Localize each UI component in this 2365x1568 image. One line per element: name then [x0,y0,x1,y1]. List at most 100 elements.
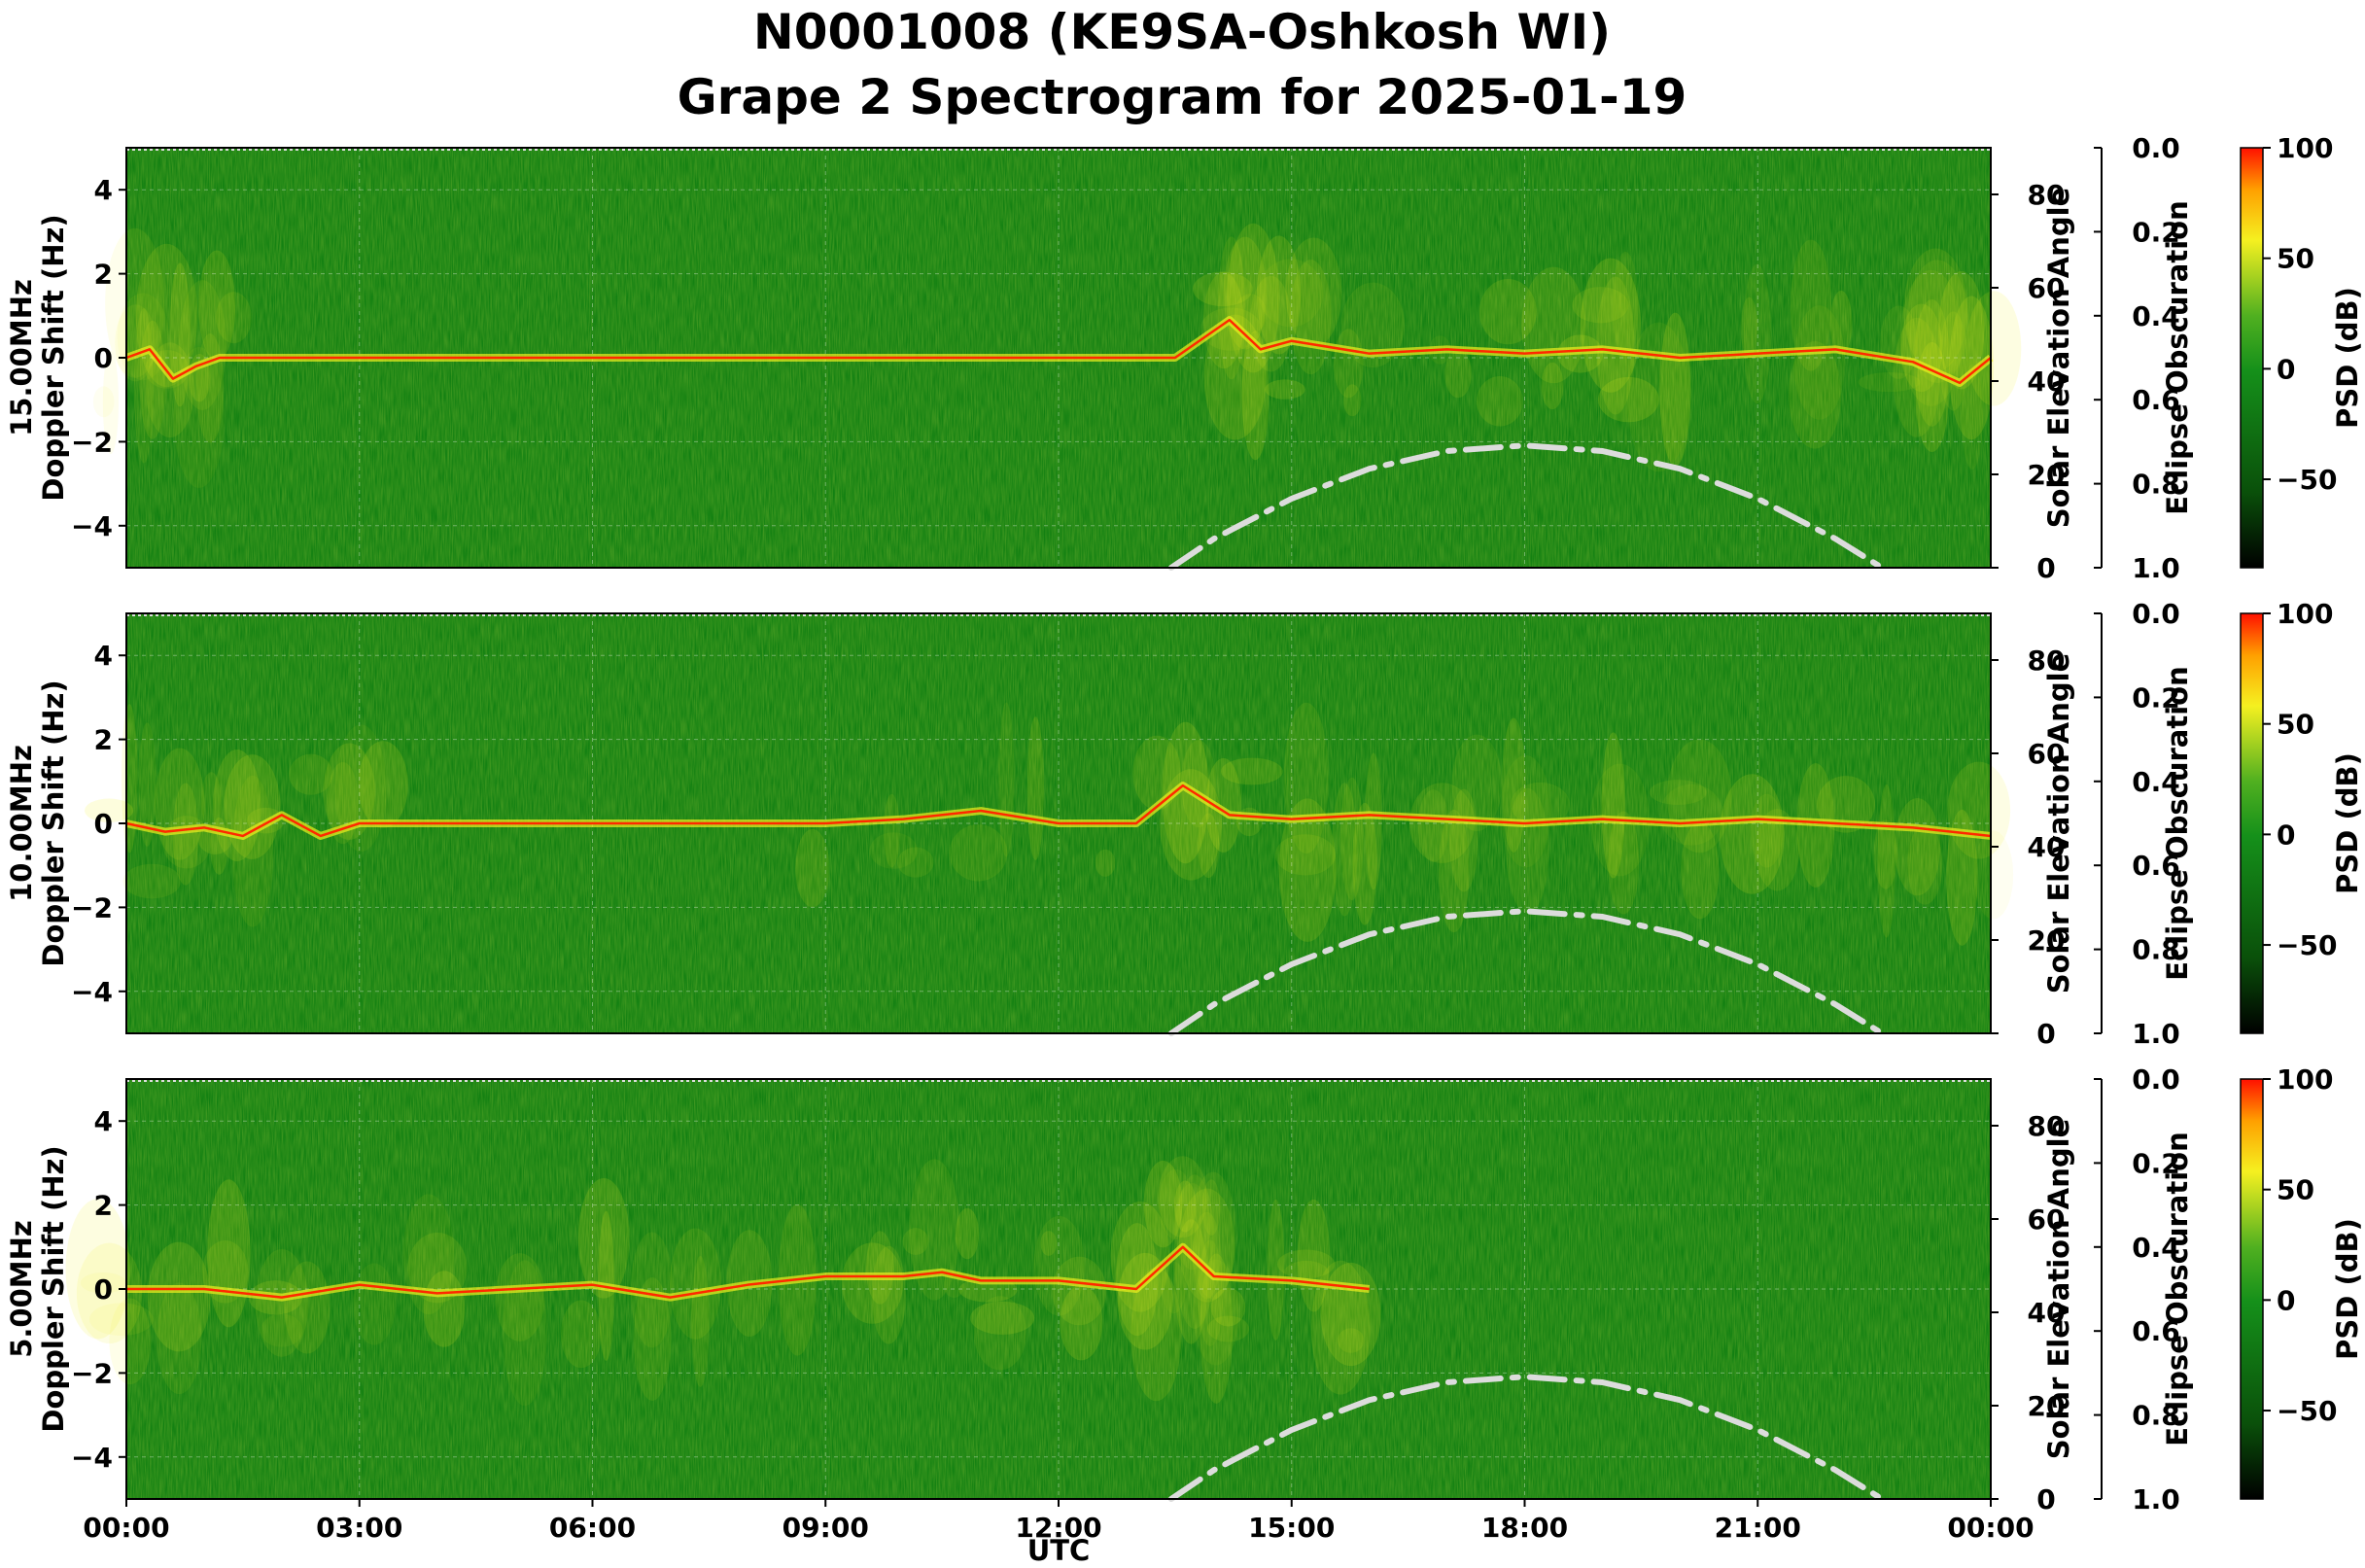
activity-blob [795,828,830,908]
activity-blob [402,1194,455,1315]
activity-blob [1572,287,1629,324]
activity-blob [1033,1215,1085,1316]
colorbar-tick-label: 0 [2277,353,2295,385]
activity-blob [897,847,934,878]
y-tick-label: −4 [71,1442,113,1474]
activity-blob [1740,296,1758,358]
y-tick-label: −2 [71,1357,113,1389]
frequency-label: 5.00MHz [5,1220,38,1358]
activity-blob [1755,809,1799,891]
activity-blob [1894,798,1941,896]
activity-blob [1160,769,1222,881]
activity-blob [289,753,333,795]
activity-blob [1221,757,1283,785]
activity-blob [1052,1256,1107,1326]
colorbar-tick-label: 50 [2277,709,2314,741]
y-axis-label: Doppler Shift (Hz) [37,214,70,501]
activity-blob [1659,312,1691,467]
activity-blob [172,783,199,886]
activity-blob [1179,1188,1235,1303]
elevation-tick-label: 40 [2028,366,2066,398]
x-tick-label: 06:00 [549,1512,636,1544]
elevation-tick-label: 20 [2028,459,2066,491]
y-tick-label: −2 [71,426,113,458]
activity-blob [1965,291,2022,406]
activity-blob [1158,1156,1207,1238]
activity-blob [1893,317,1941,437]
activity-blob [178,280,226,410]
x-tick-label: 00:00 [1947,1512,2034,1544]
activity-blob [1332,783,1358,917]
x-tick-label: 09:00 [783,1512,869,1544]
activity-blob [1790,239,1831,371]
activity-blob [902,1228,929,1255]
spectrogram-panel: 420−2−410.00MHz Doppler Shift (Hz)0204060… [5,598,2364,1050]
activity-blob [122,704,138,854]
y-tick-label: −4 [71,510,113,542]
eclipse-tick-label: 0.2 [2132,216,2180,248]
chart-title-line2: Grape 2 Spectrogram for 2025-01-19 [678,69,1687,125]
activity-blob [1409,783,1476,863]
activity-blob [1541,362,1564,410]
activity-blob [1193,1259,1239,1366]
activity-blob [65,1199,130,1340]
activity-blob [85,798,134,822]
activity-blob [1608,811,1640,915]
x-tick-label: 15:00 [1248,1512,1335,1544]
elevation-tick-label: 40 [2028,1297,2066,1329]
elevation-tick-label: 80 [2028,1110,2066,1142]
activity-blob [1210,1287,1246,1327]
colorbar [2240,1078,2264,1500]
y-tick-label: 2 [94,724,113,756]
activity-blob [1310,1260,1371,1395]
activity-blob [1241,331,1269,461]
eclipse-tick-label: 0.2 [2132,1147,2180,1179]
spectrogram-panel: 420−2−45.00MHz Doppler Shift (Hz)02040608… [5,1063,2364,1516]
y-tick-label: 4 [94,1105,113,1137]
activity-blob [1227,223,1280,373]
activity-blob [1626,322,1690,472]
activity-blob [970,1301,1035,1335]
activity-blob [147,1241,211,1352]
colorbar-tick-label: −50 [2277,464,2337,496]
activity-blob [1173,1174,1216,1330]
colorbar-tick-label: 100 [2277,132,2333,164]
x-tick-label: 00:00 [83,1512,169,1544]
elevation-axis-label: Solar Elevation Angle [2042,653,2075,994]
elevation-tick-label: 80 [2028,179,2066,211]
eclipse-tick-label: 0.2 [2132,681,2180,714]
y-tick-label: −2 [71,891,113,923]
activity-blob [1132,735,1182,811]
noise-texture [126,1079,1991,1499]
activity-blob [1265,379,1305,400]
activity-blob [198,250,236,362]
activity-blob [841,1242,904,1324]
activity-blob [1511,782,1570,827]
y-tick-label: 2 [94,259,113,291]
activity-blob [1417,789,1449,862]
activity-blob [1973,830,2014,920]
x-tick-label: 21:00 [1715,1512,1801,1544]
activity-blob [997,702,1015,857]
activity-blob [503,1260,547,1407]
activity-blob [173,346,225,488]
carrier-trace [125,318,1992,385]
activity-blob [155,748,205,860]
eclipse-tick-label: 0.0 [2132,1063,2180,1096]
y-tick-label: −4 [71,976,113,1008]
elevation-tick-label: 20 [2028,924,2066,957]
elevation-tick-label: 60 [2028,1203,2066,1236]
activity-blob [88,1303,154,1337]
activity-blob [1903,248,1967,372]
activity-blob [1234,294,1267,334]
activity-blob [146,342,194,438]
activity-blob [1320,1262,1381,1367]
activity-blob [1274,834,1337,876]
activity-blob [577,1177,630,1299]
elevation-tick-label: 0 [2036,552,2055,584]
activity-blob [949,824,1008,882]
eclipse-tick-label: 0.8 [2132,934,2180,966]
activity-blob [869,832,918,869]
activity-blob [102,350,119,454]
